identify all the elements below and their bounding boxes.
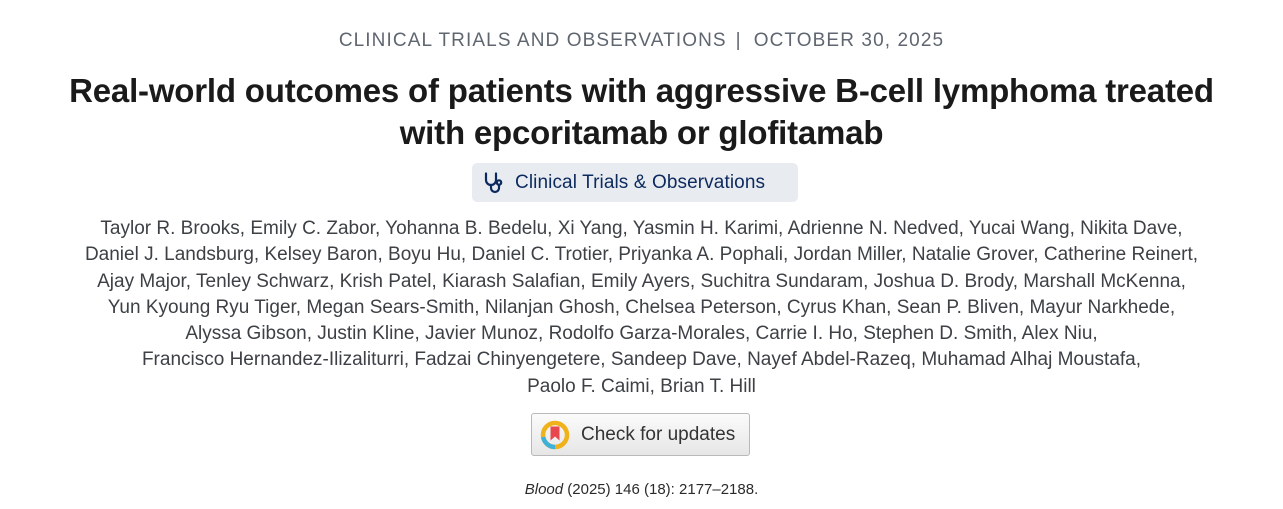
author-line[interactable]: Ajay Major, Tenley Schwarz, Krish Patel,… bbox=[97, 270, 1186, 292]
check-for-updates-button[interactable]: Check for updates bbox=[531, 413, 750, 456]
topic-badge[interactable]: Clinical Trials & Observations bbox=[472, 163, 798, 202]
citation-details: (2025) 146 (18): 2177–2188. bbox=[563, 481, 759, 498]
author-line[interactable]: Daniel J. Landsburg, Kelsey Baron, Boyu … bbox=[84, 244, 1199, 266]
article-title: Real-world outcomes of patients with agg… bbox=[69, 72, 1214, 151]
author-line[interactable]: Alyssa Gibson, Justin Kline, Javier Muno… bbox=[185, 323, 1098, 345]
citation: Blood (2025) 146 (18): 2177–2188. bbox=[0, 480, 1283, 500]
crossmark-icon bbox=[540, 420, 570, 450]
author-line[interactable]: Taylor R. Brooks, Emily C. Zabor, Yohann… bbox=[100, 218, 1183, 239]
author-line[interactable]: Francisco Hernandez-Ilizaliturri, Fadzai… bbox=[141, 349, 1142, 371]
check-for-updates-label: Check for updates bbox=[581, 423, 736, 445]
article-meta: CLINICAL TRIALS AND OBSERVATIONS | OCTOBER… bbox=[0, 29, 1283, 53]
meta-separator: | bbox=[735, 30, 742, 51]
article-category[interactable]: CLINICAL TRIALS AND OBSERVATIONS bbox=[338, 30, 727, 51]
stethoscope-icon bbox=[482, 171, 506, 195]
author-line[interactable]: Paolo F. Caimi, Brian T. Hill bbox=[527, 375, 756, 397]
topic-badge-label: Clinical Trials & Observations bbox=[515, 171, 766, 193]
author-line[interactable]: Yun Kyoung Ryu Tiger, Megan Sears-Smith,… bbox=[107, 296, 1176, 318]
publication-date: OCTOBER 30, 2025 bbox=[753, 30, 945, 51]
author-list: Taylor R. Brooks, Emily C. Zabor, Yohann… bbox=[30, 216, 1253, 400]
journal-name[interactable]: Blood bbox=[524, 481, 564, 498]
